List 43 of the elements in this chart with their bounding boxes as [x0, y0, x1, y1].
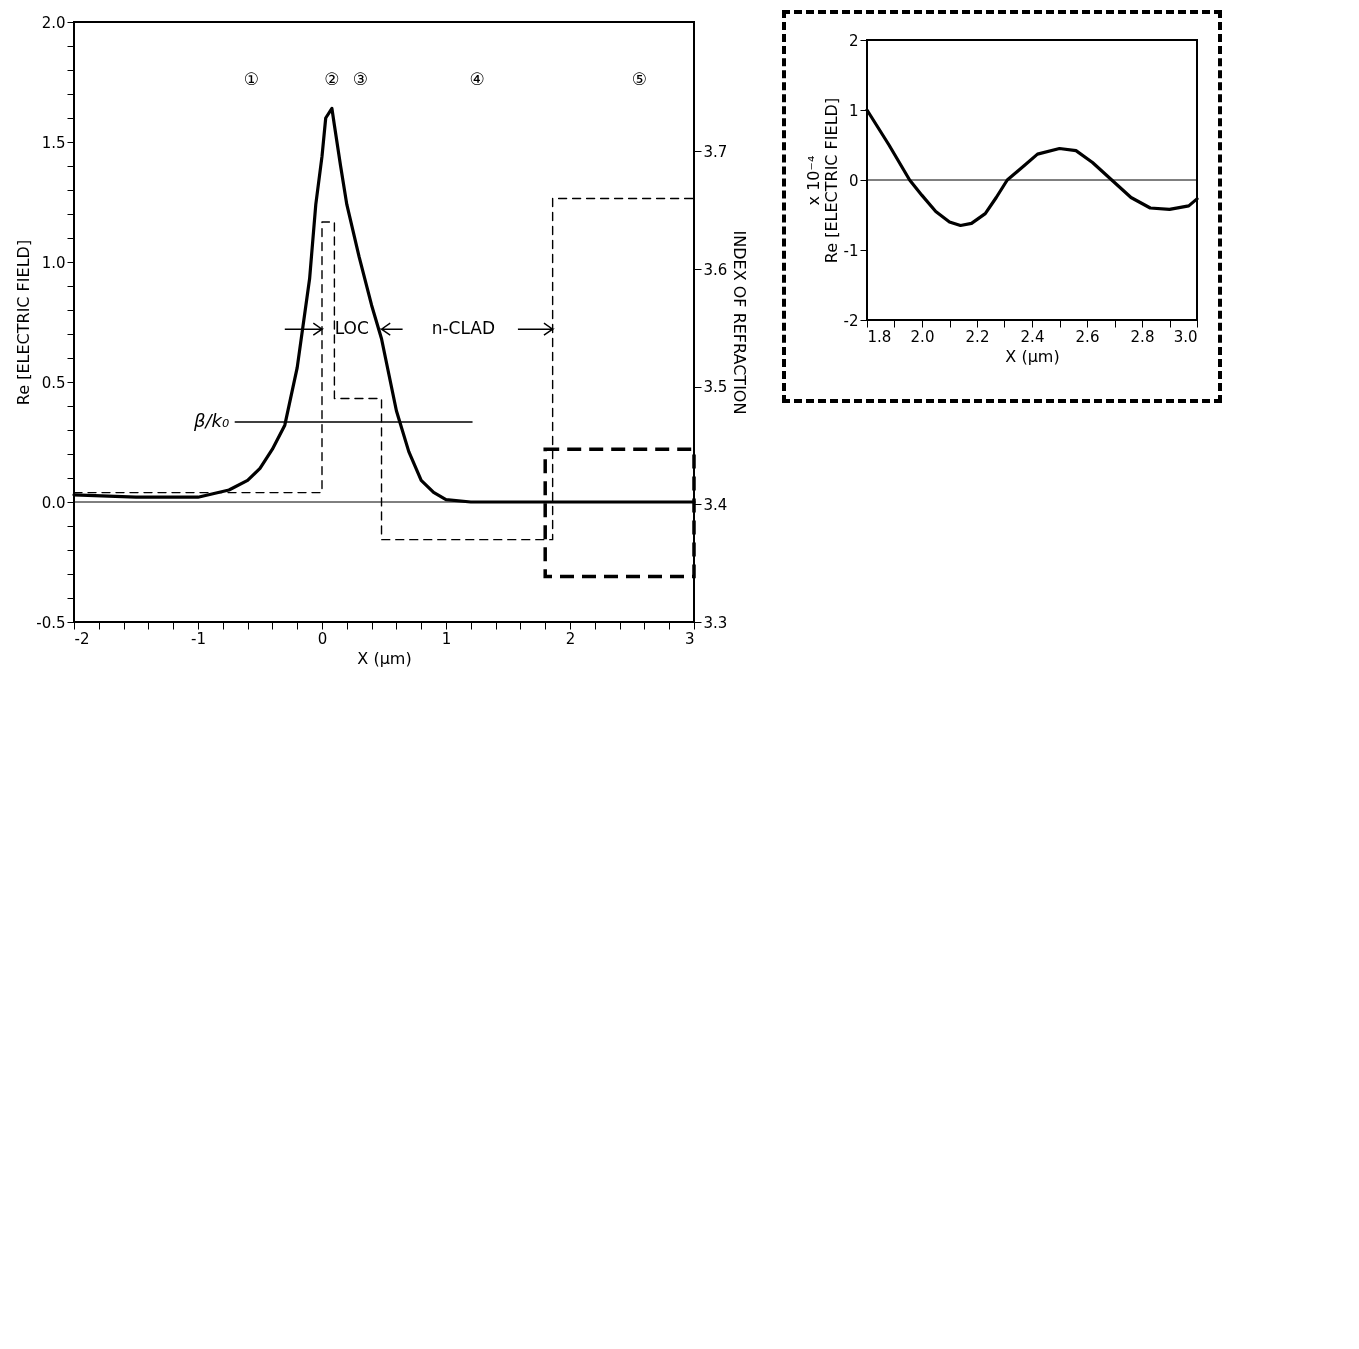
y2-axis-title: INDEX OF REFRACTION	[730, 230, 750, 415]
annotation: ③	[352, 68, 369, 89]
x-tick-label: 2.4	[1020, 327, 1045, 346]
x-axis-title: X (μm)	[1005, 346, 1060, 366]
y-tick-label: 1.5	[41, 133, 66, 152]
x-tick-label: 2.0	[910, 327, 935, 346]
x-tick-label: 1.8	[867, 327, 892, 346]
y-axis-title: Re [ELECTRIC FIELD]	[821, 97, 841, 264]
series-label: β/k₀	[193, 410, 230, 431]
annotation: n-CLAD	[431, 318, 496, 339]
y2-tick-label: 3.5	[703, 378, 728, 397]
x-tick-label: 0	[317, 629, 328, 648]
y2-tick-label: 3.7	[703, 142, 728, 161]
x-tick-label: 3	[684, 629, 695, 648]
annotation: ②	[324, 68, 340, 89]
y2-tick-label: 3.6	[703, 260, 728, 279]
x-tick-label: 2	[565, 629, 576, 648]
y-axis-title: Re [ELECTRIC FIELD]	[14, 239, 34, 406]
annotation: ④	[469, 68, 485, 89]
y-tick-label: 0.0	[41, 493, 66, 512]
x-tick-label: 2.6	[1075, 327, 1100, 346]
x-tick-label: 3.0	[1173, 327, 1198, 346]
x-tick-label: -2	[74, 629, 90, 648]
x-tick-label: 2.8	[1130, 327, 1155, 346]
y-tick-label: -0.5	[36, 613, 66, 632]
annotation: ⑤	[631, 68, 648, 89]
y-tick-label: -1	[843, 241, 859, 260]
y-tick-label: 2	[848, 31, 859, 50]
x-tick-label: 2.2	[965, 327, 990, 346]
y-tick-label: 1	[848, 101, 859, 120]
x-tick-label: 1	[441, 629, 452, 648]
annotation: ①	[243, 68, 259, 89]
text: x 10⁻⁴	[803, 155, 823, 206]
x-tick-label: -1	[191, 629, 206, 648]
y2-tick-label: 3.4	[703, 495, 728, 514]
y-tick-label: 1.0	[41, 253, 66, 272]
x-axis-title: X (μm)	[357, 648, 412, 668]
y-tick-label: 2.0	[41, 13, 66, 32]
y-tick-label: 0	[848, 171, 859, 190]
y-tick-label: 0.5	[41, 373, 66, 392]
y-tick-label: -2	[843, 311, 859, 330]
annotation: LOC	[334, 318, 369, 339]
y2-tick-label: 3.3	[703, 613, 728, 632]
